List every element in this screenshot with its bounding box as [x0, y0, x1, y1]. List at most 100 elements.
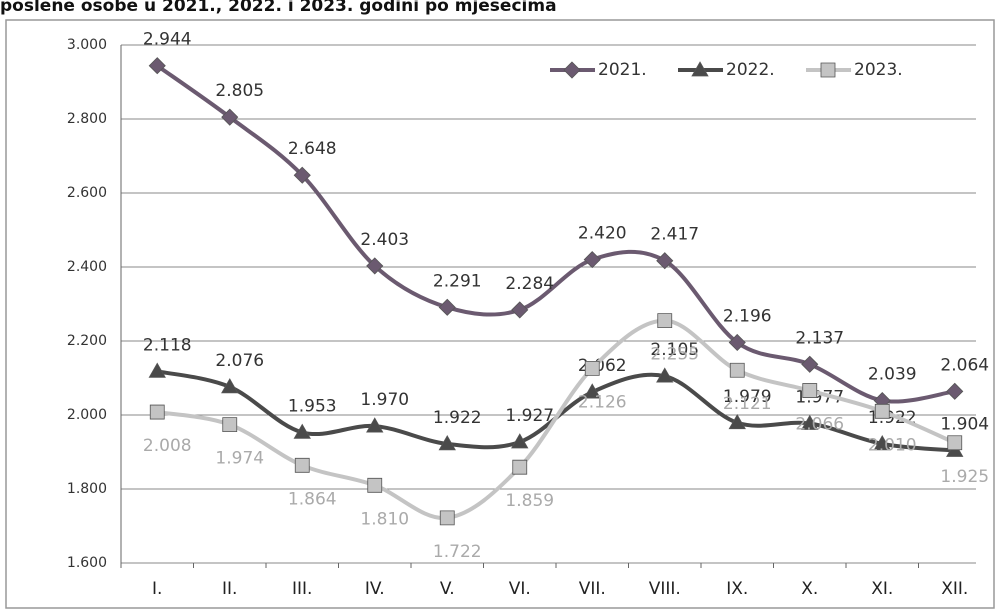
- legend-label: 2022.: [726, 60, 775, 80]
- value-label: 1.904: [940, 415, 989, 435]
- marker: [149, 404, 165, 420]
- chart-title: poslene osobe u 2021., 2022. i 2023. god…: [0, 0, 557, 16]
- x-tick-label: XII.: [941, 579, 968, 599]
- y-tick-label: 3.000: [67, 37, 107, 53]
- marker: [148, 362, 166, 378]
- marker: [947, 435, 963, 451]
- series: 2.008 1.974 1.864 1.810 1.722 1.859 2.126 2.255…: [143, 60, 989, 562]
- x-tick-label: VII.: [579, 579, 606, 599]
- marker: [438, 435, 456, 451]
- value-label: 2.076: [215, 351, 264, 371]
- value-label: 2.066: [795, 415, 844, 435]
- value-label: 2.291: [433, 271, 482, 291]
- x-tick-label: VIII.: [649, 579, 681, 599]
- marker: [691, 61, 709, 77]
- x-tick-label: III.: [292, 579, 312, 599]
- value-label: 1.979: [723, 387, 772, 407]
- y-tick-label: 2.600: [67, 185, 107, 201]
- value-label: 1.953: [288, 396, 337, 416]
- x-tick-label: VI.: [509, 579, 531, 599]
- marker: [511, 301, 529, 319]
- y-tick-label: 2.200: [67, 333, 107, 349]
- value-label: 1.864: [288, 489, 337, 509]
- y-tick-label: 1.600: [67, 555, 107, 571]
- marker: [656, 367, 674, 383]
- marker: [563, 61, 581, 79]
- marker: [221, 378, 239, 394]
- x-tick-label: II.: [222, 579, 237, 599]
- y-tick-label: 2.800: [67, 111, 107, 127]
- value-label: 2.648: [288, 139, 337, 159]
- value-label: 2.118: [143, 335, 192, 355]
- marker: [656, 252, 674, 270]
- value-label: 1.970: [360, 390, 409, 410]
- marker: [729, 362, 745, 378]
- marker: [728, 333, 746, 352]
- x-tick-label: V.: [440, 579, 455, 599]
- value-label: 1.925: [940, 467, 989, 487]
- value-label: 2.196: [723, 306, 772, 326]
- value-label: 2.805: [215, 81, 264, 101]
- x-tick-label: IV.: [365, 579, 385, 599]
- y-tick-label: 2.400: [67, 259, 107, 275]
- marker: [366, 417, 384, 433]
- value-label: 1.810: [360, 509, 409, 529]
- value-label: 2.126: [578, 392, 627, 412]
- value-label: 2.064: [940, 355, 989, 375]
- value-label: 2.008: [143, 436, 192, 456]
- chart-frame: [5, 19, 995, 609]
- value-label: 1.722: [433, 542, 482, 562]
- value-label: 2.010: [868, 435, 917, 455]
- legend-label: 2023.: [854, 60, 903, 80]
- marker: [802, 383, 818, 398]
- x-tick-label: I.: [152, 579, 162, 599]
- marker: [584, 360, 600, 376]
- marker: [801, 414, 819, 430]
- marker: [511, 433, 529, 449]
- marker: [222, 417, 238, 433]
- marker: [657, 313, 673, 329]
- marker: [293, 166, 311, 184]
- marker: [801, 355, 819, 373]
- marker: [946, 382, 964, 400]
- marker: [439, 510, 455, 526]
- value-label: 2.417: [650, 225, 699, 245]
- value-label: 2.255: [650, 345, 699, 365]
- series: 2.944 2.805 2.648 2.403 2.291 2.284 2.420 2.417…: [143, 30, 989, 410]
- value-label: 1.922: [433, 408, 482, 428]
- x-tick-label: XI.: [871, 579, 893, 599]
- value-label: 1.859: [505, 491, 554, 511]
- marker: [221, 108, 239, 126]
- marker: [873, 435, 891, 451]
- value-label: 2.105: [650, 340, 699, 360]
- marker: [367, 477, 383, 493]
- value-label: 2.284: [505, 274, 554, 294]
- legend-label: 2021.: [598, 60, 647, 80]
- value-label: 2.403: [360, 230, 409, 250]
- marker: [583, 383, 601, 399]
- y-tick-label: 1.800: [67, 481, 107, 497]
- marker: [820, 62, 836, 78]
- marker: [366, 257, 384, 275]
- y-tick-label: 2.000: [67, 407, 107, 423]
- marker: [728, 413, 746, 430]
- marker: [583, 251, 601, 269]
- line: [156, 64, 956, 404]
- marker: [148, 57, 166, 75]
- marker: [294, 457, 310, 473]
- marker: [874, 403, 890, 419]
- marker: [438, 298, 456, 316]
- marker: [512, 459, 528, 475]
- line: [156, 369, 955, 453]
- value-label: 2.039: [868, 365, 917, 385]
- x-tick-label: IX.: [726, 579, 748, 599]
- x-tick-label: X.: [801, 579, 818, 599]
- value-label: 2.121: [723, 394, 772, 414]
- value-label: 2.944: [143, 30, 192, 50]
- value-label: 2.137: [795, 328, 844, 348]
- value-label: 1.927: [505, 406, 554, 426]
- marker: [293, 423, 311, 439]
- value-label: 2.420: [578, 224, 627, 244]
